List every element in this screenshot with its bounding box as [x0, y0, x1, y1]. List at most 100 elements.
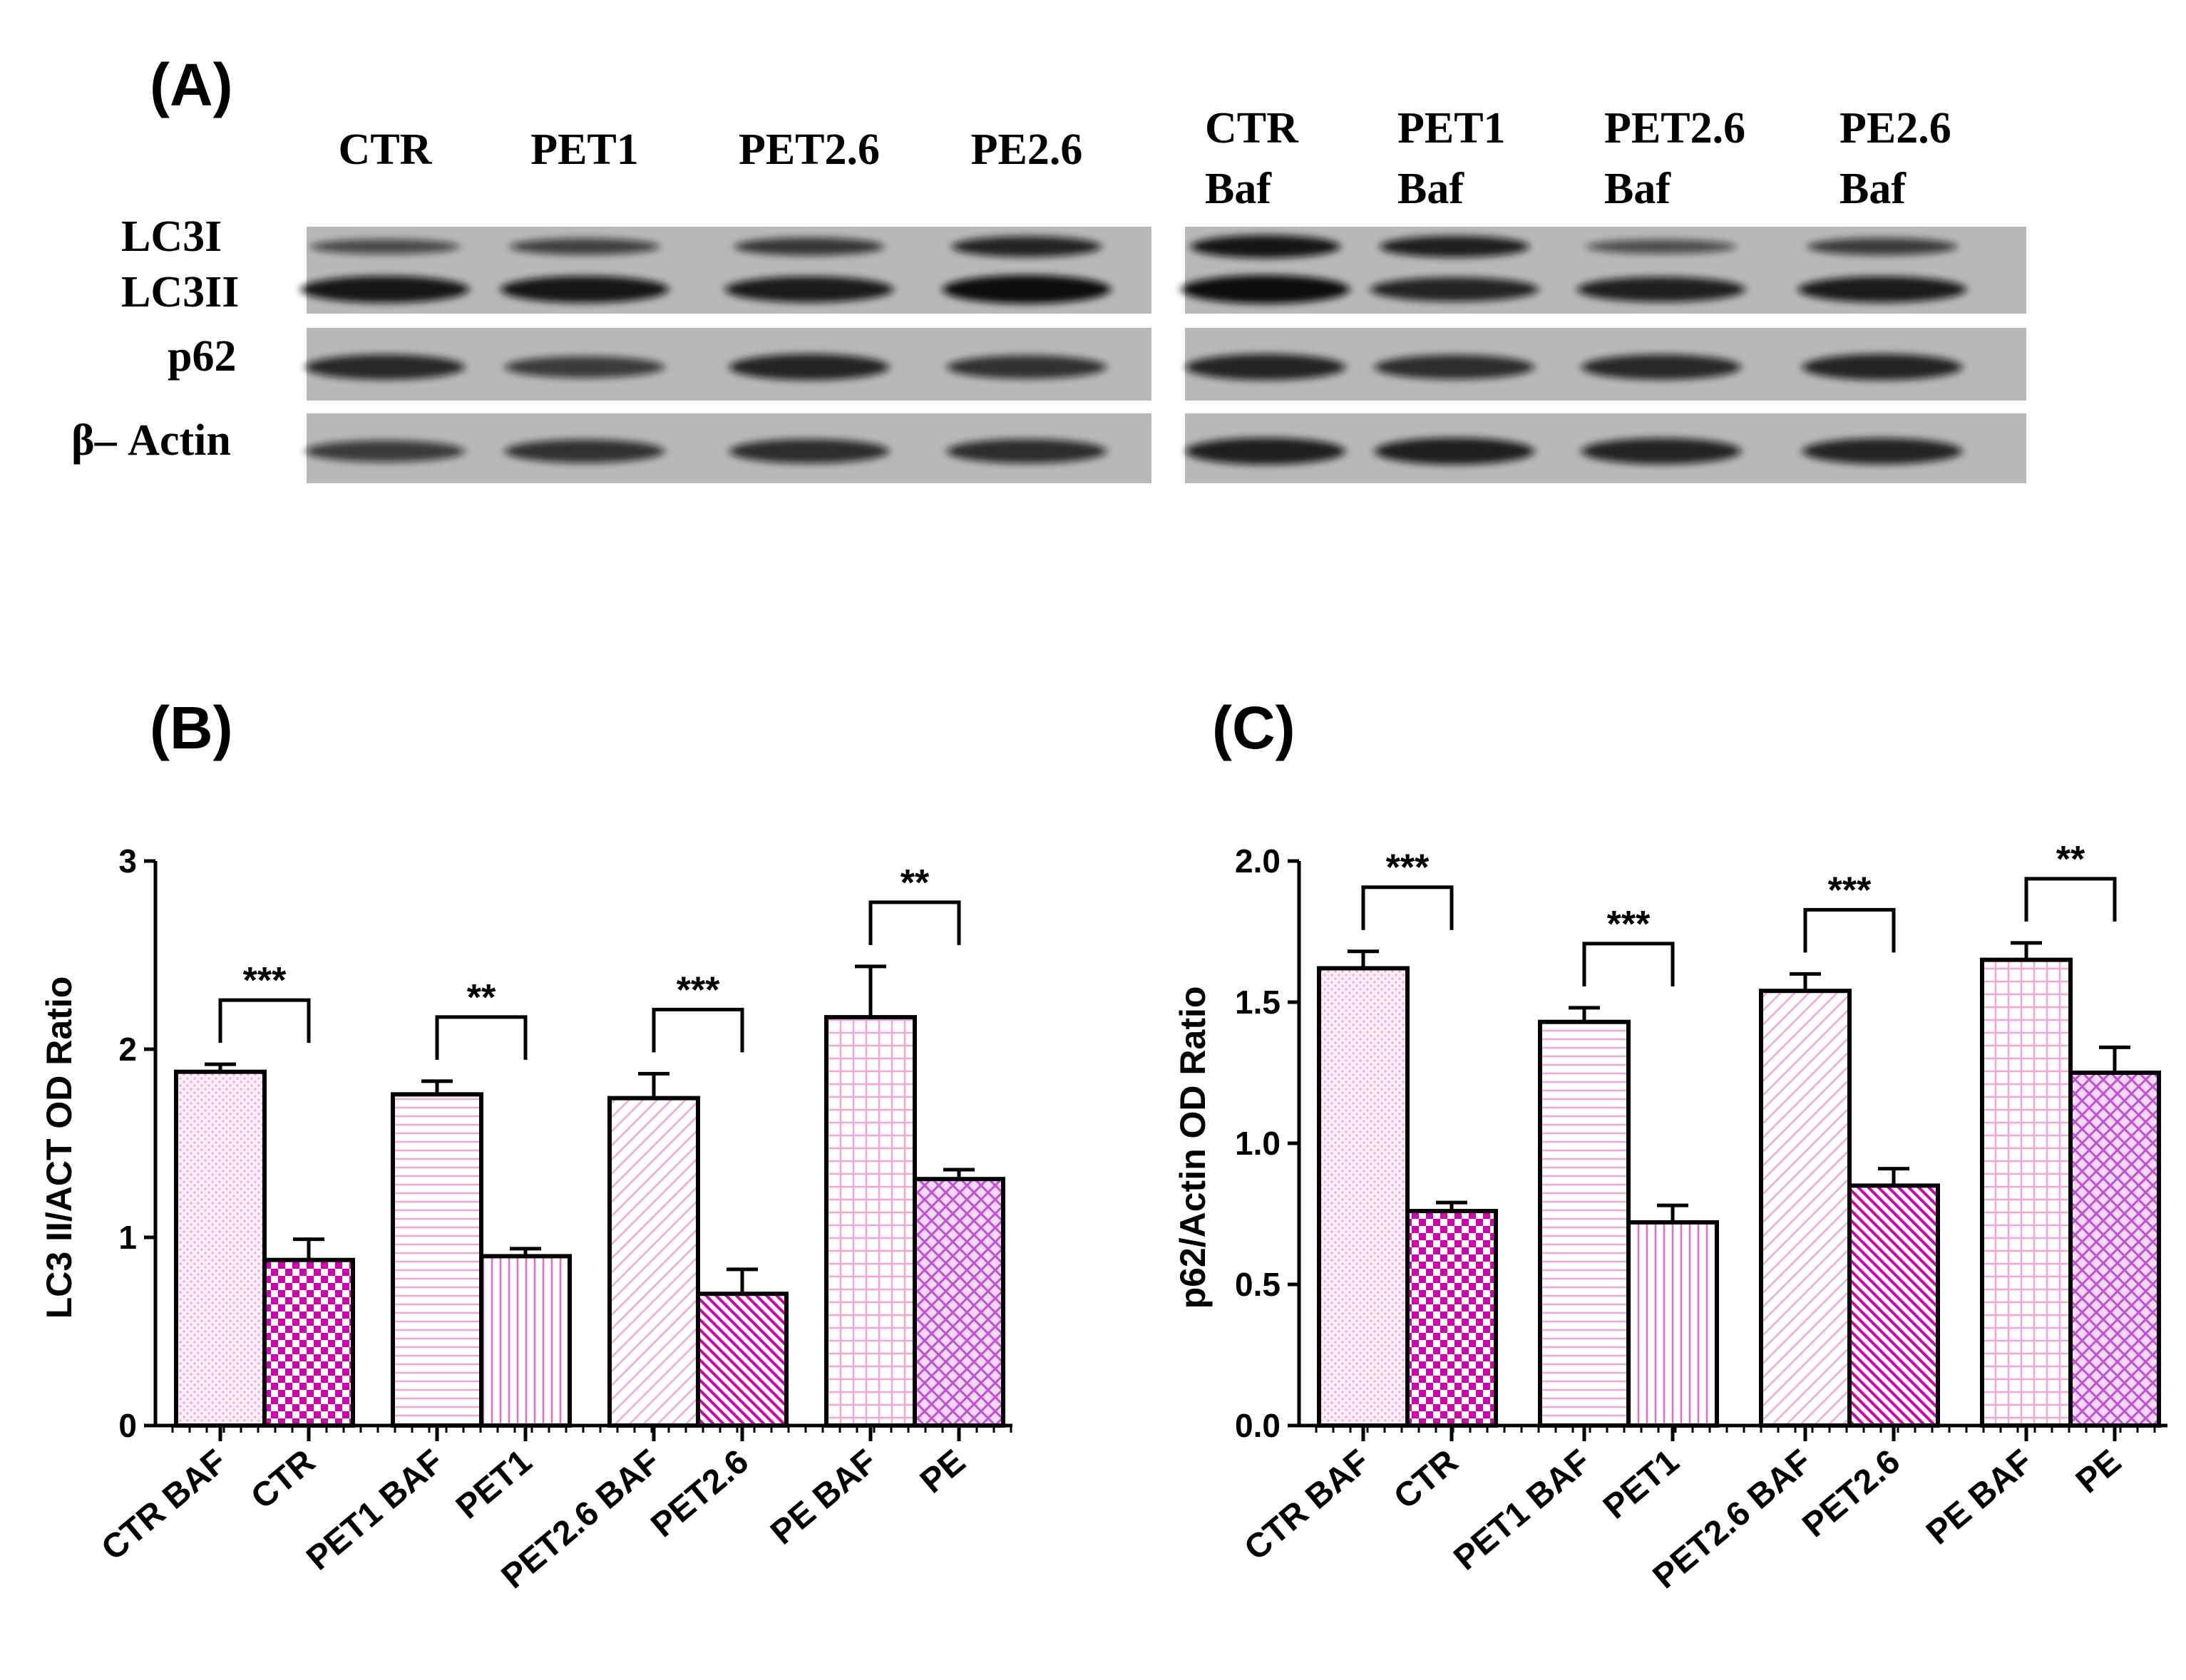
category-label: CTR	[1387, 1443, 1465, 1517]
blot-band	[1375, 355, 1534, 379]
blot-band	[1375, 438, 1534, 465]
y-tick-label: 1.0	[1235, 1125, 1281, 1162]
bar	[1538, 1019, 1631, 1428]
blot-band	[310, 239, 460, 254]
lane-label: PE2.6	[971, 125, 1083, 174]
lane-label: Baf	[1839, 165, 1907, 213]
blot-band	[1577, 277, 1745, 302]
row-labels: LC3I LC3II p62 β– Actin	[71, 212, 239, 465]
blot-band	[1191, 235, 1340, 258]
bar	[824, 1015, 917, 1428]
blot-band	[947, 439, 1107, 463]
significance-label: ***	[1607, 904, 1651, 945]
lane-label: PE2.6	[1839, 104, 1951, 153]
y-tick-label: 1	[118, 1219, 137, 1256]
category-label: PE BAF	[764, 1443, 884, 1552]
panel-b-label: (B)	[150, 694, 233, 761]
lane-label: PET2.6	[1604, 104, 1745, 153]
significance-bracket	[652, 1007, 744, 1053]
blot-band	[734, 237, 884, 256]
blot-band	[1370, 277, 1539, 302]
blot-band	[505, 439, 664, 463]
y-axis-title: p62/Actin OD Ratio	[1173, 986, 1213, 1309]
bar	[2068, 1071, 2161, 1428]
western-blot-panel: (A) CTR PET1 PET2.6 PE2.6 CTR Baf PET1 B…	[71, 51, 2026, 483]
row-label-lc3i: LC3I	[121, 212, 222, 261]
bar	[607, 1096, 700, 1428]
significance-label: ***	[677, 969, 720, 1011]
y-tick-label: 0	[118, 1407, 137, 1444]
p62-ratio-chart: (C) p62/Actin OD Ratio 0.0 0.5 1.0 1.5 2.0 CT…	[1173, 694, 2167, 1596]
category-label: PET1 BAF	[299, 1443, 451, 1578]
bar	[174, 1069, 267, 1428]
significance-bracket	[1361, 885, 1454, 930]
blot-band	[729, 439, 889, 463]
row-label-lc3ii: LC3II	[121, 268, 239, 316]
category-label: PET2.6	[1795, 1443, 1907, 1545]
category-label: PET1 BAF	[1447, 1443, 1598, 1578]
blot-band	[510, 238, 660, 255]
category-label: PET1	[1596, 1443, 1686, 1527]
category-label: PE	[913, 1443, 973, 1501]
bar	[1980, 957, 2073, 1428]
category-label: CTR BAF	[95, 1443, 234, 1568]
lane-label: Baf	[1604, 165, 1671, 213]
lane-label: Baf	[1205, 165, 1272, 213]
blot-band	[947, 355, 1107, 379]
blot-band	[952, 236, 1102, 257]
lane-label: Baf	[1397, 165, 1464, 213]
row-label-actin: β– Actin	[71, 416, 231, 465]
y-tick-label: 1.5	[1235, 984, 1281, 1021]
significance-bracket	[868, 900, 961, 945]
category-label: PE BAF	[1919, 1443, 2040, 1552]
blot-band	[1186, 354, 1345, 381]
category-label: CTR BAF	[1238, 1443, 1377, 1568]
category-label: CTR	[244, 1443, 322, 1517]
significance-label: ***	[243, 960, 287, 1001]
y-tick-label: 0.0	[1235, 1407, 1281, 1444]
right-lane-labels: CTR Baf PET1 Baf PET2.6 Baf PE2.6 Baf	[1205, 104, 1951, 213]
significance-bracket	[1803, 907, 1896, 953]
blot-band	[943, 275, 1111, 304]
blot-band	[725, 276, 893, 303]
significance-bracket	[218, 998, 311, 1043]
panel-c-label: (C)	[1212, 694, 1295, 761]
blot-band	[1807, 238, 1957, 255]
significance-bracket	[1582, 942, 1675, 986]
blot-band	[1798, 276, 1966, 303]
bar	[696, 1292, 789, 1428]
blot-band	[301, 276, 469, 303]
significance-label: ***	[1828, 870, 1872, 911]
blot-band	[1802, 438, 1962, 465]
bar	[262, 1257, 355, 1428]
blot-band	[505, 356, 664, 378]
blot-band	[1581, 354, 1741, 380]
left-lane-labels: CTR PET1 PET2.6 PE2.6	[339, 125, 1083, 174]
significance-label: **	[2056, 839, 2085, 880]
bar	[1317, 966, 1410, 1428]
significance-label: **	[467, 977, 496, 1019]
y-tick-label: 3	[118, 842, 137, 880]
bar	[1626, 1220, 1719, 1428]
significance-label: ***	[1386, 847, 1430, 889]
significance-bracket	[435, 1015, 528, 1060]
lane-label: PET2.6	[739, 125, 880, 174]
y-axis-title: LC3 II/ACT OD Ratio	[39, 976, 79, 1319]
lane-label: PET1	[1397, 104, 1506, 153]
lane-label: PET1	[530, 125, 639, 174]
category-label: PET1	[449, 1443, 539, 1527]
bar	[391, 1092, 483, 1428]
y-tick-label: 2.0	[1235, 842, 1281, 880]
blot-band	[1380, 236, 1529, 257]
blot-band	[729, 354, 889, 381]
category-label: PE	[2069, 1443, 2128, 1501]
blot-band	[501, 276, 669, 303]
significance-label: **	[900, 862, 930, 904]
bar	[1759, 989, 1852, 1428]
bar	[1847, 1183, 1940, 1428]
lane-label: CTR	[339, 125, 433, 174]
y-tick-label: 0.5	[1235, 1266, 1281, 1303]
